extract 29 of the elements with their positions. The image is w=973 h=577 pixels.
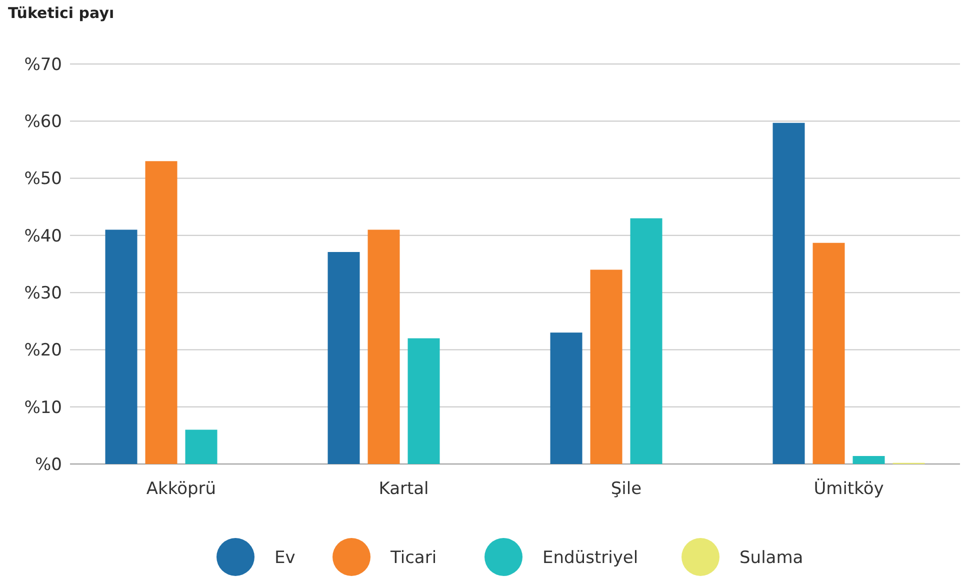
y-tick-label: %10 [24, 398, 62, 418]
bar [772, 122, 805, 464]
legend-label: Ev [274, 548, 296, 568]
bar [590, 270, 622, 464]
legend-label: Endüstriyel [542, 548, 638, 568]
bar [630, 218, 662, 464]
chart-title: Tüketici payı [8, 4, 114, 22]
bar [852, 456, 885, 464]
bar [105, 230, 138, 464]
y-tick-label: %70 [24, 54, 62, 75]
x-tick-label: Akköprü [146, 479, 216, 499]
legend-label: Ticari [390, 548, 437, 568]
legend-label: Sulama [740, 548, 804, 568]
bar [812, 242, 845, 464]
bar [550, 332, 582, 464]
y-tick-label: %50 [24, 169, 62, 190]
bar [368, 230, 400, 464]
bar [408, 338, 440, 464]
bar [145, 161, 178, 464]
y-tick-label: %30 [24, 284, 62, 304]
bar [328, 252, 360, 464]
x-tick-label: Şile [610, 479, 642, 499]
y-tick-label: %0 [35, 454, 62, 475]
y-tick-label: %60 [24, 112, 62, 132]
x-tick-label: Kartal [378, 479, 429, 499]
y-tick-label: %20 [24, 340, 62, 361]
x-tick-label: Ümitköy [814, 478, 884, 499]
bar [185, 430, 218, 464]
y-tick-label: %40 [24, 226, 62, 246]
